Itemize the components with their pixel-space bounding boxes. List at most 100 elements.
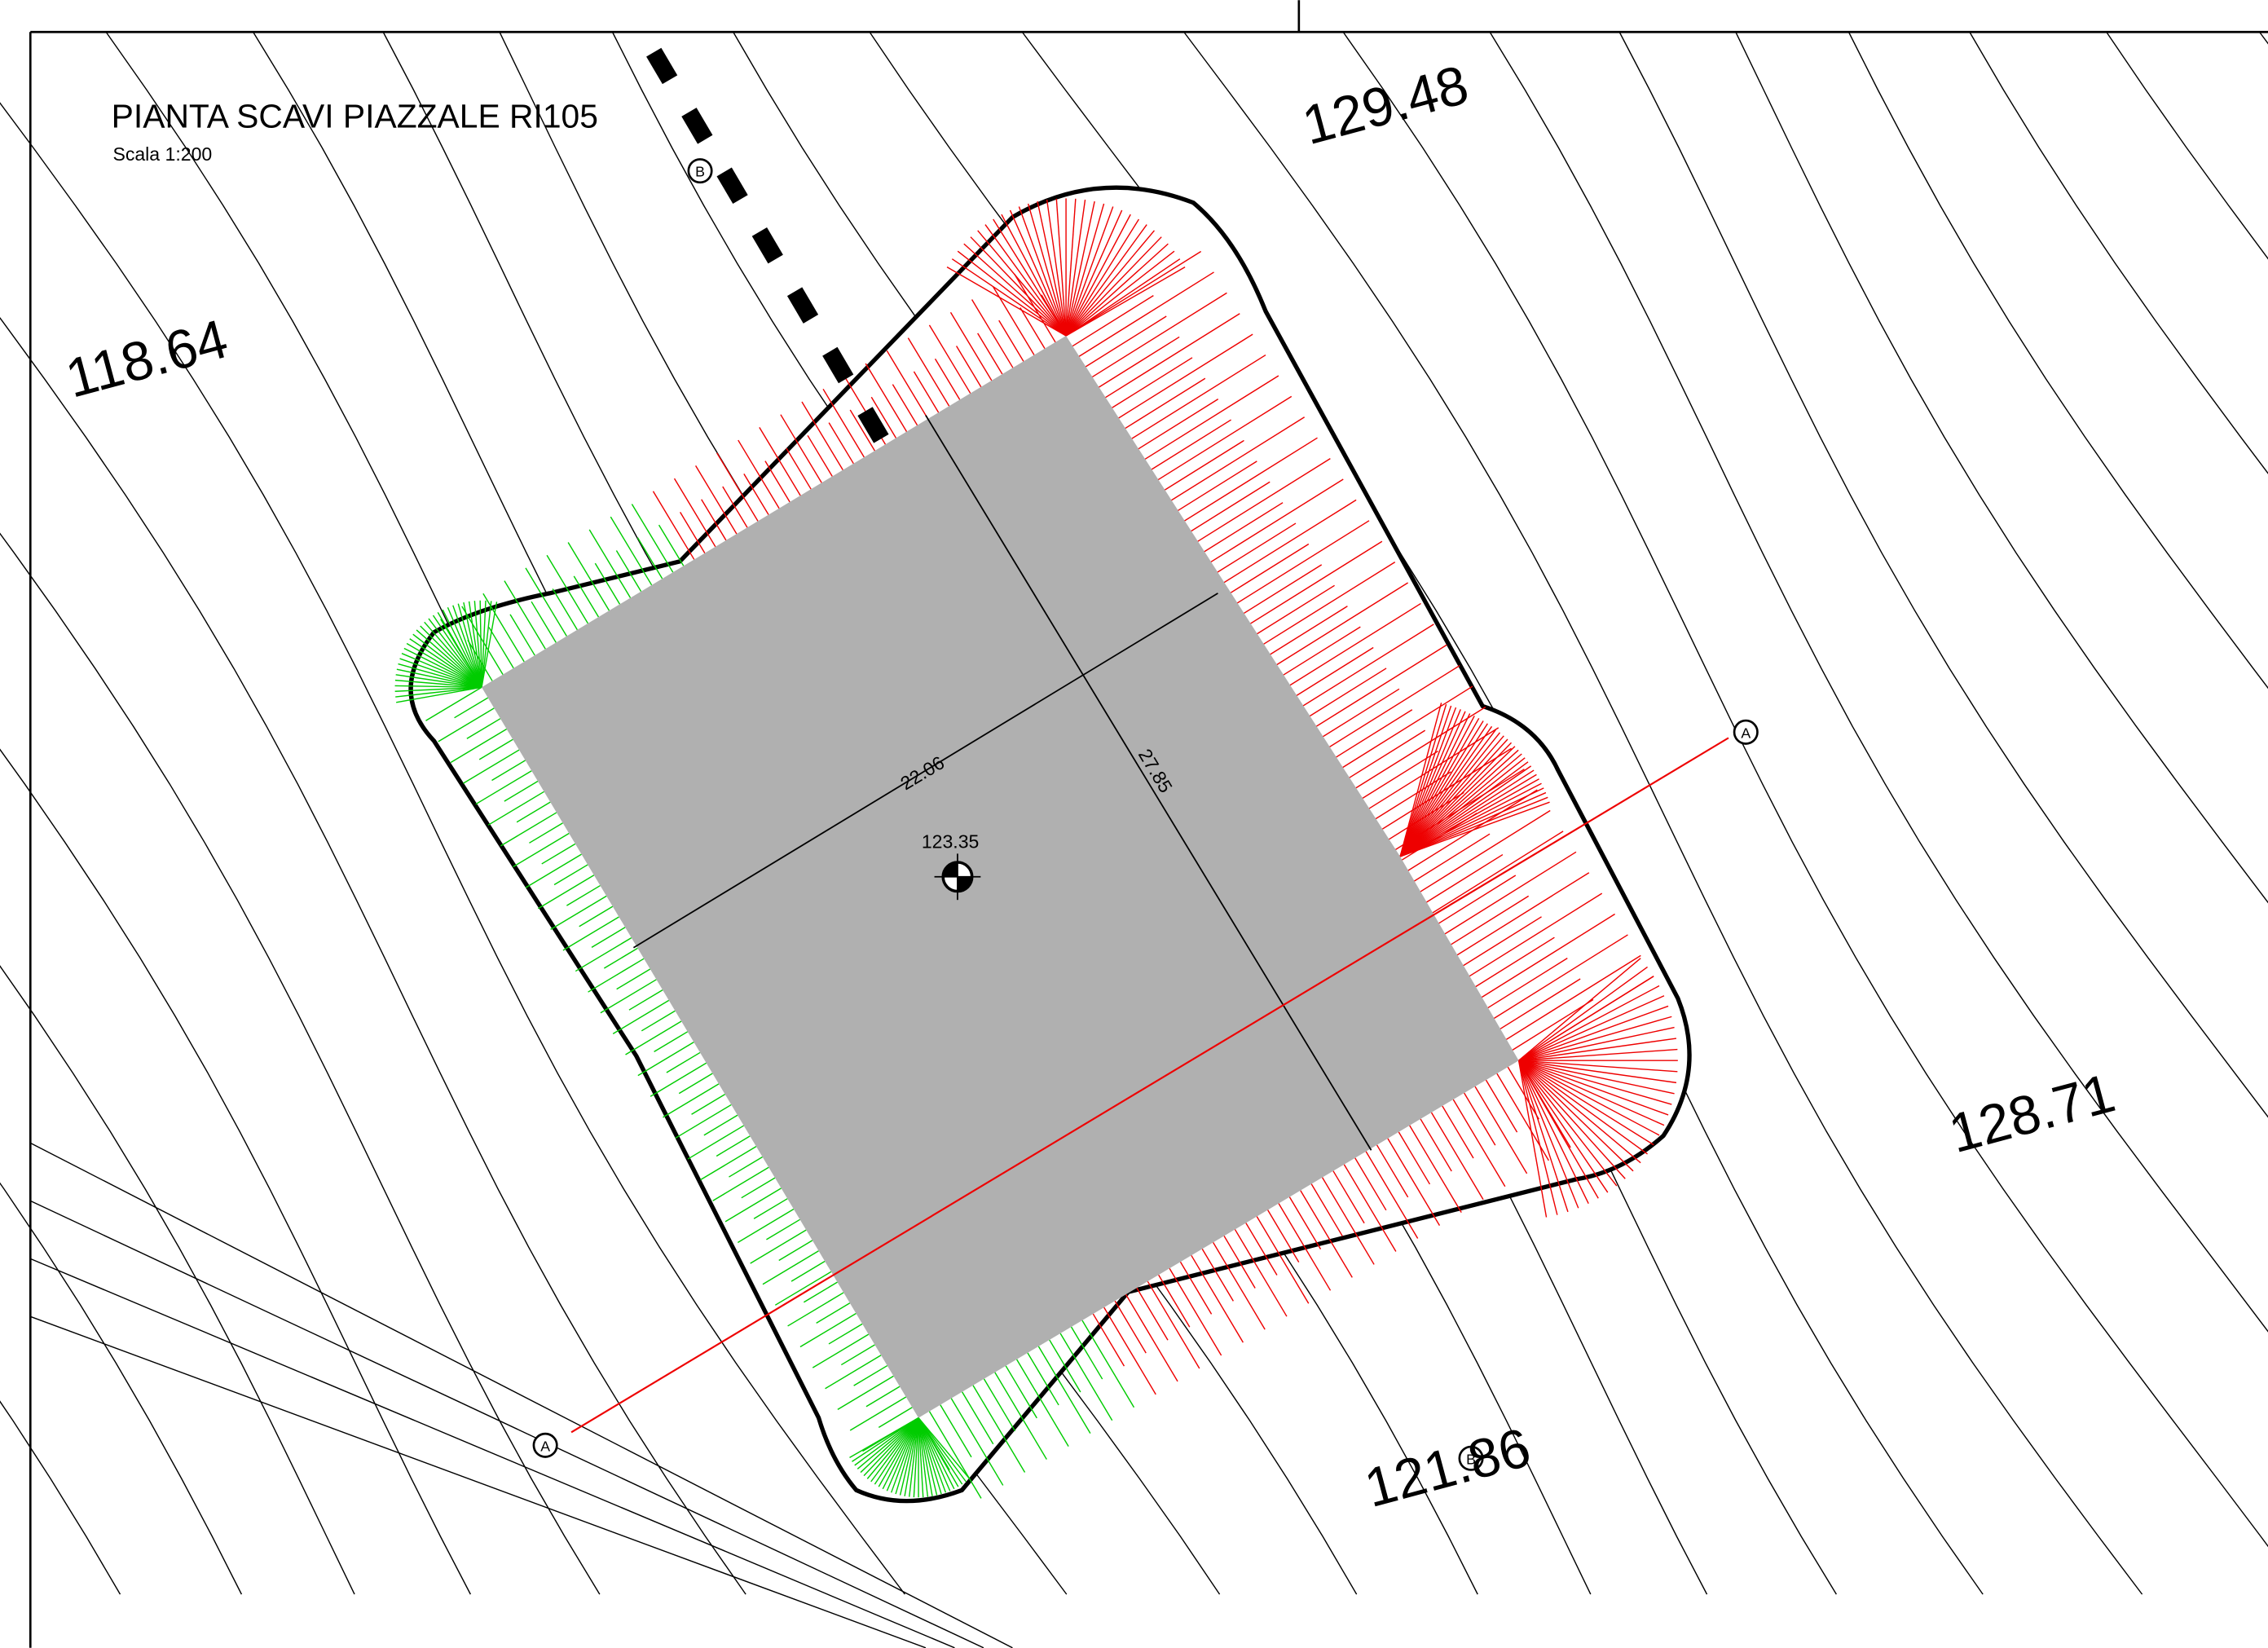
hatch-line	[504, 780, 539, 802]
hatch-line	[636, 537, 663, 579]
hatch-line	[807, 434, 833, 477]
hatch-line	[1124, 377, 1206, 430]
road-line	[29, 1258, 955, 1648]
hatch-line	[1085, 315, 1167, 368]
fan-line	[1518, 985, 1660, 1061]
hatch-line	[998, 319, 1024, 362]
dimension-line	[632, 593, 1218, 949]
fan-line	[481, 601, 492, 688]
fan-line	[1399, 787, 1544, 857]
fan-line	[1399, 746, 1516, 857]
hatch-line	[1221, 499, 1357, 585]
hatch-line	[865, 1386, 901, 1408]
hatch-line	[1227, 543, 1310, 596]
hatch-line	[983, 1378, 1016, 1432]
hatch-line	[1103, 1307, 1156, 1395]
fan-line	[1399, 749, 1519, 857]
hatch-line	[1240, 564, 1323, 616]
fan-line	[984, 224, 1067, 337]
fan-line	[918, 1417, 924, 1498]
hatch-line	[673, 478, 716, 548]
hatch-line	[955, 346, 982, 388]
fan-line	[1518, 1060, 1660, 1136]
fan-line	[1065, 250, 1175, 337]
fan-line	[918, 1417, 938, 1496]
hatch-line	[1201, 502, 1284, 554]
hatch-line	[1149, 419, 1231, 471]
hatch-line	[1098, 336, 1180, 389]
marker-label: A	[1741, 725, 1751, 741]
fan-line	[993, 218, 1067, 337]
fan-line	[1518, 1060, 1634, 1172]
fan-line	[1399, 711, 1466, 857]
hatch-line	[1288, 1196, 1322, 1249]
hatch-line	[487, 791, 544, 826]
section-line-a	[570, 737, 1729, 1434]
hatch-line	[1092, 1313, 1125, 1367]
hatch-line	[525, 853, 582, 888]
hatch-line	[1464, 1092, 1496, 1146]
fan-line	[1517, 1060, 1579, 1209]
hatch-line	[500, 812, 557, 847]
contour-line	[0, 532, 601, 1595]
hatch-line	[913, 371, 940, 413]
fan-line	[895, 1417, 919, 1495]
hatch-line	[722, 486, 748, 528]
hatch-line	[1065, 250, 1202, 337]
hatch-line	[1354, 1157, 1387, 1211]
hatch-line	[1175, 460, 1257, 513]
hatch-line	[1162, 439, 1244, 492]
fan-line	[1399, 709, 1461, 857]
fan-line	[1399, 773, 1537, 857]
fan-line	[870, 1417, 919, 1483]
hatch-line	[1402, 789, 1538, 875]
fan-line	[1518, 1005, 1669, 1061]
fan-line	[1065, 258, 1181, 337]
fan-line	[468, 601, 482, 688]
fan-line	[1399, 782, 1542, 857]
fan-line	[918, 1417, 951, 1492]
hatch-line	[666, 1051, 701, 1073]
fan-line	[946, 267, 1067, 337]
hatch-line	[1266, 1210, 1300, 1262]
elevation: 121.86	[1359, 1417, 1537, 1519]
fan-line	[398, 663, 482, 688]
fan-line	[852, 1417, 919, 1462]
fan-line	[409, 638, 482, 688]
fan-line	[1399, 703, 1442, 857]
platform-elevation: 123.35	[922, 831, 980, 852]
section-markers: A A B B	[532, 158, 1759, 1471]
hatch-line	[466, 718, 501, 739]
hatch-line	[787, 1292, 844, 1327]
hatch-line	[1072, 295, 1154, 347]
hatch-line	[1125, 1293, 1178, 1382]
hatch-line	[1259, 562, 1396, 647]
contour-line	[0, 1182, 243, 1595]
hatch-line	[600, 979, 657, 1014]
hatch-line	[1246, 540, 1383, 627]
hatch-line	[1415, 809, 1551, 896]
hatch-line	[1485, 1079, 1518, 1133]
hatch-line	[816, 1302, 851, 1324]
road-line	[30, 1315, 927, 1648]
hatch-line	[1272, 582, 1408, 668]
hatch-line	[950, 1398, 1004, 1486]
contour-line	[0, 748, 471, 1595]
hatch-line	[1213, 1242, 1266, 1330]
hatch-line	[1428, 831, 1564, 916]
hatch-line	[1136, 1287, 1169, 1341]
contour-line	[0, 1400, 121, 1595]
marker-circle	[532, 1432, 558, 1458]
contour-line	[0, 102, 905, 1595]
hatch-line	[786, 447, 812, 490]
hatch-line	[1191, 1254, 1244, 1343]
fan-line	[957, 250, 1067, 337]
fan-line	[1399, 707, 1457, 857]
fan-line	[1399, 791, 1547, 857]
fan-line	[1518, 1060, 1675, 1095]
fan-line	[1399, 732, 1501, 857]
hatch-line	[780, 414, 822, 483]
hatch-line	[741, 1177, 776, 1199]
hatch-line	[625, 1020, 682, 1055]
hatch-line	[658, 524, 685, 566]
